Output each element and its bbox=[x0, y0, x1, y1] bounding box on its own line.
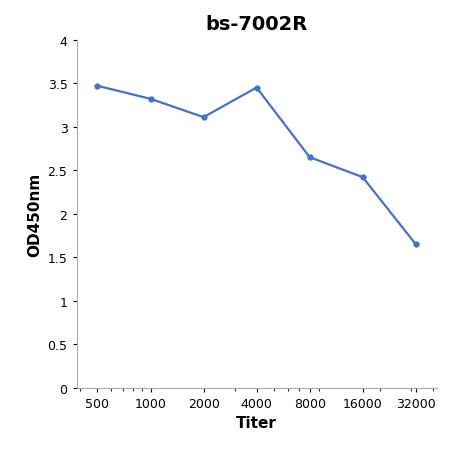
Y-axis label: OD450nm: OD450nm bbox=[27, 172, 42, 256]
Title: bs-7002R: bs-7002R bbox=[205, 14, 308, 33]
X-axis label: Titer: Titer bbox=[236, 415, 277, 430]
